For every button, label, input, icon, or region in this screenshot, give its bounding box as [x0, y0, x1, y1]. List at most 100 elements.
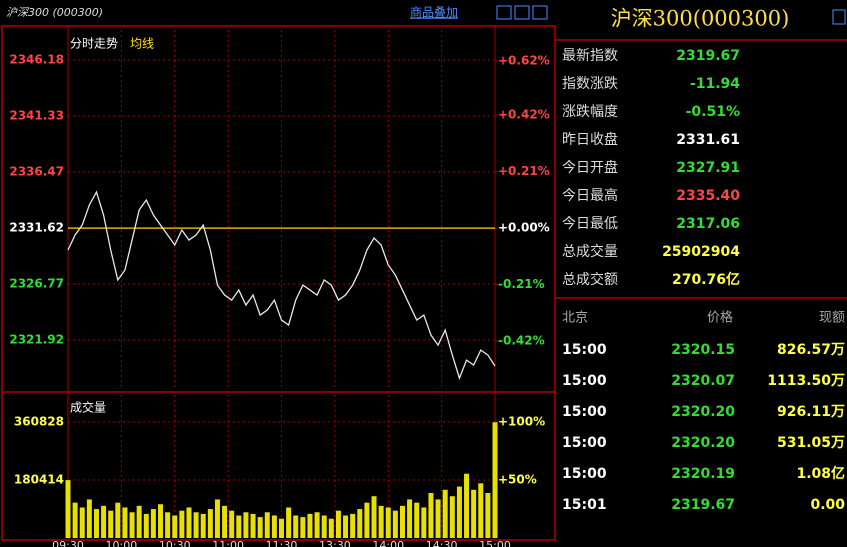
chart-frame	[1, 25, 556, 541]
quote-label: 总成交量	[562, 243, 618, 260]
volume-bar	[378, 505, 384, 538]
volume-bar	[399, 505, 405, 538]
volume-bar	[243, 512, 249, 538]
volume-bar	[250, 513, 256, 538]
volume-bar	[335, 510, 341, 538]
quote-value: -11.94	[690, 76, 740, 92]
chart-title: 分时走势	[70, 37, 118, 51]
overlay-button[interactable]: 商品叠加	[410, 5, 458, 20]
volume-bar	[86, 499, 92, 538]
volume-bar	[115, 502, 121, 538]
quote-value: 270.76亿	[672, 271, 740, 288]
y-tick-label: 2321.92	[9, 333, 64, 347]
x-tick-label: 10:30	[159, 539, 191, 547]
volume-bar	[442, 489, 448, 538]
x-tick-label: 11:00	[212, 539, 244, 547]
trade-cell: 2320.15	[671, 342, 735, 358]
volume-bar	[321, 515, 327, 538]
volume-title: 成交量	[70, 400, 106, 415]
y-tick-label: 360828	[14, 414, 64, 428]
volume-bar	[428, 492, 434, 538]
trade-cell: 15:01	[562, 497, 607, 513]
volume-bar	[179, 510, 185, 538]
quote-label: 涨跌幅度	[562, 104, 618, 120]
quote-value: 2331.61	[676, 132, 740, 148]
volume-bar	[385, 507, 391, 538]
x-tick-label: 09:30	[52, 539, 84, 547]
volume-bar	[300, 517, 306, 538]
y2-tick-label: +0.21%	[498, 164, 550, 178]
volume-bar	[279, 518, 284, 538]
volume-bar	[414, 502, 420, 538]
trade-cell: 826.57万	[777, 342, 845, 358]
volume-bar	[407, 499, 413, 538]
trade-cell: 15:00	[562, 373, 607, 389]
volume-bar	[193, 512, 199, 538]
volume-bar	[101, 505, 107, 538]
window-title: 沪深300 (000300)	[6, 6, 103, 19]
trade-cell: 2320.19	[671, 466, 735, 482]
quote-label: 总成交额	[562, 271, 618, 288]
trade-cell: 1113.50万	[767, 373, 845, 389]
x-tick-label: 15:00	[479, 539, 511, 547]
y-tick-label: 2346.18	[9, 53, 64, 67]
volume-bar	[307, 513, 313, 538]
volume-bar	[421, 507, 427, 538]
x-tick-label: 14:00	[372, 539, 404, 547]
quote-title: 沪深300(000300)	[611, 7, 790, 31]
quote-value: 2317.06	[676, 216, 740, 232]
layout-icons[interactable]	[496, 5, 548, 20]
y2-tick-label: +0.62%	[498, 54, 550, 68]
y2-tick-label: -0.42%	[498, 334, 545, 348]
volume-bar	[328, 518, 334, 538]
volume-bar	[492, 422, 498, 538]
volume-bar	[343, 515, 349, 538]
volume-bar	[449, 496, 455, 538]
volume-bar	[485, 492, 491, 538]
volume-bar	[229, 510, 235, 538]
volume-bar	[456, 486, 462, 538]
x-tick-label: 14:30	[426, 539, 458, 547]
volume-bar	[471, 489, 477, 538]
volume-bar	[108, 510, 114, 538]
trade-cell: 2320.20	[671, 435, 735, 451]
volume-bar	[364, 502, 370, 538]
quote-label: 今日最高	[562, 187, 618, 204]
quote-value: -0.51%	[686, 104, 740, 120]
volume-bar	[200, 513, 206, 538]
trade-cell: 15:00	[562, 404, 607, 420]
volume-bar	[93, 509, 99, 538]
y2-tick-label: +0.00%	[498, 221, 550, 235]
volume-bar	[172, 515, 178, 538]
quote-label: 今日最低	[562, 216, 618, 232]
volume-bar	[186, 507, 192, 538]
trade-cell: 1.08亿	[796, 465, 845, 482]
volume-bar	[79, 507, 85, 538]
volume-bar	[207, 509, 213, 538]
volume-bar	[236, 515, 242, 538]
quote-label: 昨日收盘	[562, 131, 618, 148]
volume-bar	[271, 515, 277, 538]
y2-tick-label: +100%	[498, 415, 545, 429]
trade-cell: 0.00	[810, 497, 845, 513]
x-tick-label: 10:00	[106, 539, 138, 547]
trade-cell: 2319.67	[671, 497, 735, 513]
volume-bar	[158, 504, 164, 538]
volume-bar	[350, 513, 356, 538]
volume-bar	[150, 509, 156, 538]
trade-cell: 15:00	[562, 435, 607, 451]
window-icon[interactable]	[832, 9, 846, 25]
volume-bar	[435, 499, 441, 538]
y2-tick-label: +0.42%	[498, 108, 550, 122]
volume-bar	[222, 505, 228, 538]
volume-bar	[129, 512, 135, 538]
quote-value: 2319.67	[676, 48, 740, 64]
x-tick-label: 13:30	[319, 539, 351, 547]
volume-bar	[136, 505, 142, 538]
y-tick-label: 2336.47	[9, 165, 64, 179]
volume-bar	[264, 512, 270, 538]
volume-bar	[293, 515, 299, 538]
volume-bar	[371, 496, 377, 538]
